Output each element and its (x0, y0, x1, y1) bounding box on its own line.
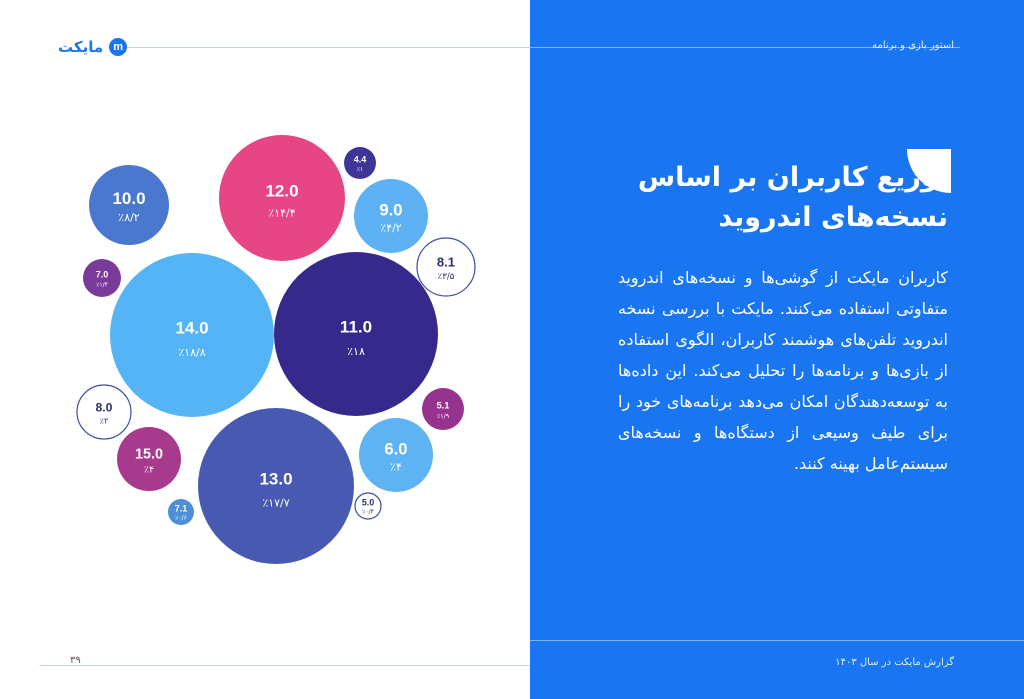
bubble-share-label: ٪۱ (357, 166, 363, 173)
bubble-circle (110, 253, 274, 417)
bubble-circle (83, 259, 121, 297)
footer-report-title: گزارش مایکت در سال ۱۴۰۳ (835, 657, 954, 668)
bubble-version-label: 15.0 (135, 446, 163, 462)
bubble-share-label: ٪۰/۴ (362, 509, 374, 516)
header-rule-right (530, 47, 960, 48)
bubble-circle (117, 427, 181, 491)
bubble-share-label: ٪۱۸/۸ (178, 346, 205, 359)
bubble-version-label: 11.0 (340, 317, 372, 336)
bubble-android-13-0: 13.0 ٪۱۷/۷ (198, 408, 354, 564)
bubble-chart: 12.0٪۱۴/۴4.4٪۱10.0٪۸/۲ 9.0٪۴/۲8.1٪۳/۵7.0٪… (76, 135, 476, 564)
bubble-android-8-1: 8.1 ٪۳/۵ (416, 237, 476, 297)
bubble-circle (89, 165, 169, 245)
bubble-version-label: 10.0 (112, 189, 145, 208)
bubble-android-14-0: 14.0 ٪۱۸/۸ (110, 253, 274, 417)
bubble-share-label: ٪۲ (100, 415, 109, 425)
bubble-share-label: ٪۴ (390, 460, 402, 473)
logo-text: مایکت (58, 38, 104, 56)
bubble-version-label: 8.0 (96, 400, 113, 414)
bubble-share-label: ٪۱/۴ (96, 281, 108, 288)
bubble-version-label: 12.0 (265, 182, 298, 201)
bubble-version-label: 9.0 (379, 200, 402, 219)
page-number: ۳۹ (70, 655, 81, 666)
bubble-android-7-0: 7.0٪۱/۴ (83, 259, 121, 297)
bubble-version-label: 7.1 (175, 504, 188, 514)
bubble-android-15-0: 15.0 ٪۴ (117, 427, 181, 491)
bubble-circle (168, 499, 194, 525)
bubble-version-label: 5.1 (436, 401, 449, 412)
bubble-circle (219, 135, 345, 261)
footer-rule (40, 665, 530, 666)
bubble-android-7-1: 7.1٪۰/۶ (168, 499, 194, 525)
bubble-circle (416, 237, 476, 297)
bubble-android-5-1: 5.1٪۱/۹ (422, 388, 464, 430)
bubble-android-5-0: 5.0٪۰/۴ (354, 492, 382, 520)
bubble-version-label: 6.0 (384, 439, 407, 458)
text-panel: استور بازی و برنامه توزیع کاربران بر اسا… (530, 0, 1024, 699)
bubble-share-label: ٪۱۴/۴ (268, 207, 295, 220)
bubble-version-label: 8.1 (437, 254, 455, 269)
bubble-version-label: 4.4 (354, 155, 367, 165)
bubble-android-8-0: 8.0٪۲ (76, 384, 132, 440)
bubble-circle (198, 408, 354, 564)
section-label: استور بازی و برنامه (872, 40, 954, 51)
bubble-version-label: 7.0 (96, 270, 109, 280)
bubble-share-label: ٪۴ (144, 464, 154, 475)
logo: m مایکت (58, 38, 128, 56)
bubble-share-label: ٪۰/۶ (175, 515, 187, 522)
title-corner-icon (907, 149, 951, 193)
bubble-share-label: ٪۱۸ (347, 345, 365, 358)
bubble-share-label: ٪۱/۹ (437, 413, 450, 420)
bubble-circle (274, 252, 438, 416)
bubble-circle (354, 179, 428, 253)
bubble-android-12-0: 12.0 ٪۱۴/۴ (219, 135, 345, 261)
bubble-share-label: ٪۸/۲ (118, 211, 140, 224)
bubble-circle (76, 384, 132, 440)
bubble-version-label: 14.0 (175, 318, 208, 337)
bubble-android-9-0: 9.0 ٪۴/۲ (354, 179, 428, 253)
bubble-android-6-0: 6.0٪۴ (359, 418, 433, 492)
bubble-android-10-0: 10.0 ٪۸/۲ (89, 165, 169, 245)
bubble-version-label: 5.0 (362, 498, 375, 508)
body-paragraph: کاربران مایکت از گوشی‌ها و نسخه‌های اندر… (618, 268, 948, 473)
logo-badge: m (109, 38, 128, 56)
footer-rule-right (530, 640, 1024, 641)
bubble-circle (359, 418, 433, 492)
bubble-version-label: 13.0 (259, 469, 292, 488)
bubble-share-label: ٪۴/۲ (380, 221, 402, 234)
header-rule (120, 47, 530, 48)
bubble-circle (354, 492, 382, 520)
bubble-circle (344, 147, 376, 179)
bubble-share-label: ٪۳/۵ (438, 272, 455, 282)
bubble-android-11-0: 11.0 ٪۱۸ (274, 252, 438, 416)
page-title: توزیع کاربران بر اساس نسخه‌های اندروید (637, 162, 948, 233)
bubble-android-4-4: 4.4٪۱ (344, 147, 376, 179)
bubble-circle (422, 388, 464, 430)
bubble-share-label: ٪۱۷/۷ (262, 496, 289, 509)
